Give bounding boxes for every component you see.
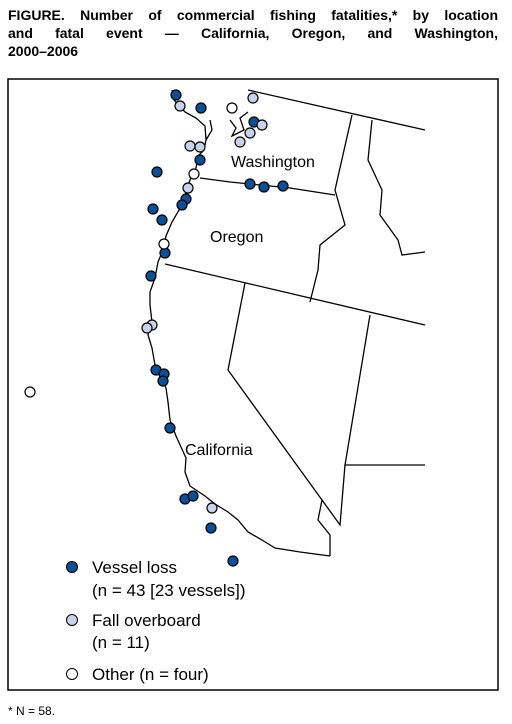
- event-dot: [195, 102, 207, 114]
- figure-title: FIGURE. Number of commercial fishing fat…: [8, 6, 498, 60]
- event-dot: [205, 522, 217, 534]
- legend-label: Vessel loss: [92, 558, 177, 577]
- event-dot: [164, 422, 176, 434]
- event-dot: [182, 182, 194, 194]
- wa-north-border: [247, 89, 426, 131]
- event-dot: [188, 168, 200, 180]
- frame: [7, 78, 499, 691]
- event-dot: [244, 127, 256, 139]
- event-dot: [247, 92, 259, 104]
- event-dot: [258, 181, 270, 193]
- event-dot: [24, 386, 36, 398]
- event-dot: [147, 203, 159, 215]
- ca-nv-border: [227, 282, 331, 556]
- event-dot: [277, 180, 289, 192]
- event-dot: [194, 141, 206, 153]
- state-label: California: [185, 442, 253, 459]
- event-dot: [194, 154, 206, 166]
- idaho-west-border: [309, 114, 353, 303]
- event-dot: [151, 166, 163, 178]
- legend: Vessel loss (n = 43 [23 vessels]) Fall o…: [66, 558, 246, 684]
- map-figure: Washington Oregon California Vessel loss…: [7, 78, 499, 691]
- title-line: and fatal event — California, Oregon, an…: [8, 25, 498, 41]
- event-dots: [24, 89, 289, 567]
- event-dot: [141, 322, 153, 334]
- event-dot: [187, 490, 199, 502]
- legend-label: Other (n = four): [92, 665, 209, 684]
- idaho-east-border: [367, 119, 426, 256]
- legend-label: Fall overboard: [92, 611, 201, 630]
- event-dot: [234, 136, 246, 148]
- state-label: Oregon: [210, 229, 263, 246]
- legend-marker: [66, 668, 78, 680]
- event-dot: [256, 119, 268, 131]
- title-line: FIGURE. Number of commercial fishing fat…: [8, 7, 498, 23]
- event-dot: [244, 178, 256, 190]
- event-dot: [227, 555, 239, 567]
- event-dot: [206, 502, 218, 514]
- map-lines: [147, 89, 426, 557]
- legend-label: (n = 43 [23 vessels]): [92, 581, 246, 600]
- event-dot: [176, 199, 188, 211]
- state-label: Washington: [231, 154, 315, 171]
- event-dot: [157, 375, 169, 387]
- event-dot: [174, 100, 186, 112]
- event-dot: [156, 214, 168, 226]
- legend-label: (n = 11): [92, 633, 150, 652]
- event-dot: [226, 102, 238, 114]
- nv-east-border: [344, 314, 425, 466]
- event-dot: [145, 270, 157, 282]
- legend-marker: [66, 561, 78, 573]
- event-dot: [170, 89, 182, 101]
- footnote: * N = 58.: [8, 704, 56, 718]
- event-dot: [184, 140, 196, 152]
- title-line: 2000–2006: [8, 43, 79, 59]
- event-dot: [158, 238, 170, 250]
- puget-sound: [205, 111, 249, 141]
- nv-south-border: [321, 464, 346, 527]
- legend-marker: [66, 614, 78, 626]
- or-ca-border: [164, 263, 426, 326]
